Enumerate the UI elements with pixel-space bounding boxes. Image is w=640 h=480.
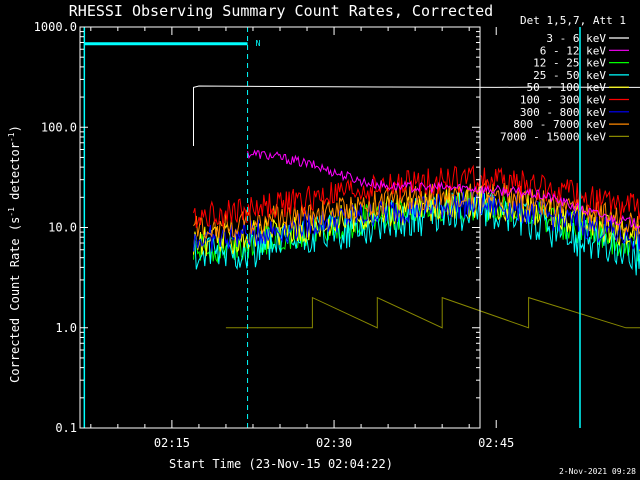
series-path — [225, 296, 640, 329]
legend-title: Det 1,5,7, Att 1 — [520, 14, 626, 27]
y-tick-label: 100.0 — [41, 120, 77, 134]
series-path — [247, 149, 640, 230]
x-axis-label: Start Time (23-Nov-15 02:04:22) — [169, 457, 393, 471]
ylabel-part-1: Corrected Count Rate (s — [8, 217, 22, 383]
y-tick-label: 10.0 — [48, 221, 77, 235]
band-label: N — [256, 39, 261, 48]
annotation-layer: N — [83, 27, 581, 428]
axes-layer: 1000.0100.010.01.00.102:1502:3002:4503:0… — [34, 20, 515, 450]
legend-entry-label: 3 - 6 keV — [546, 32, 606, 45]
series-8-line — [225, 296, 640, 329]
series-6-line — [193, 191, 640, 252]
ylabel-sup-2: -1 — [7, 132, 16, 142]
series-path — [193, 179, 640, 240]
legend-entry-label: 12 - 25 keV — [533, 57, 606, 70]
legend-entry-label: 800 - 7000 keV — [513, 118, 606, 131]
chart-title: RHESSI Observing Summary Count Rates, Co… — [69, 2, 493, 20]
series-path — [193, 85, 640, 146]
series-path — [193, 191, 640, 252]
footer-date: 2-Nov-2021 09:28 — [559, 467, 636, 476]
ylabel-part-2: detector — [8, 142, 22, 207]
x-tick-label: 02:45 — [478, 436, 514, 450]
x-tick-label: 02:15 — [154, 436, 190, 450]
series-path — [193, 191, 640, 264]
y-axis-label: Corrected Count Rate (s-1 detector-1) — [7, 125, 22, 383]
ylabel-sup-1: -1 — [7, 207, 16, 217]
ylabel-part-3: ) — [8, 125, 22, 132]
series-2-line — [193, 191, 640, 264]
legend-entry-label: 50 - 100 keV — [527, 81, 607, 94]
y-tick-label: 1000.0 — [34, 20, 77, 34]
series-1-line — [247, 149, 640, 230]
legend-entry-label: 25 - 50 keV — [533, 69, 606, 82]
x-tick-label: 02:30 — [316, 436, 352, 450]
series-7-line — [193, 179, 640, 240]
legend-entry-label: 100 - 300 keV — [520, 94, 606, 107]
series-0-line — [193, 85, 640, 146]
series-5-line — [193, 164, 640, 229]
legend-entry-label: 7000 - 15000 keV — [500, 130, 606, 143]
y-tick-label: 1.0 — [55, 321, 77, 335]
legend-entry-label: 300 - 800 keV — [520, 106, 606, 119]
y-axis-label-text: Corrected Count Rate (s-1 detector-1) — [7, 125, 22, 383]
legend-entry-label: 6 - 12 keV — [540, 44, 607, 57]
y-tick-label: 0.1 — [55, 421, 77, 435]
series-layer — [193, 85, 640, 329]
series-path — [193, 164, 640, 229]
